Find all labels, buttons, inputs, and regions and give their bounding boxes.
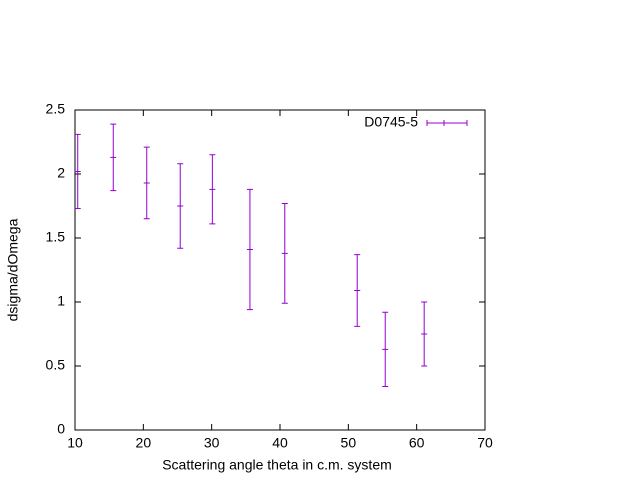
y-tick-label: 1 [57,293,65,309]
error-bar [209,154,216,225]
x-tick-label: 30 [204,435,220,451]
y-tick-label: 0.5 [46,357,66,373]
x-tick-label: 50 [341,435,357,451]
x-tick-label: 10 [67,435,83,451]
error-bar [143,146,150,220]
y-tick-label: 2 [57,165,65,181]
x-tick-label: 70 [477,435,493,451]
legend-symbol [426,120,468,126]
plot-frame [74,109,486,431]
legend-label: D0745-5 [364,114,418,130]
y-tick-label: 1.5 [46,229,66,245]
x-tick-label: 20 [136,435,152,451]
error-bar [246,188,253,311]
error-bar [110,123,117,192]
error-bar [177,163,184,249]
x-axis-label: Scattering angle theta in c.m. system [162,457,392,473]
y-axis-label: dsigma/dOmega [5,218,21,321]
error-bar [382,311,389,387]
error-bar [354,254,361,327]
y-tick-label: 2.5 [46,101,66,117]
x-tick-label: 60 [409,435,425,451]
y-tick-label: 0 [57,421,65,437]
error-bar [74,133,81,210]
error-bar [281,202,288,304]
error-bar [421,301,428,367]
x-tick-label: 40 [272,435,288,451]
